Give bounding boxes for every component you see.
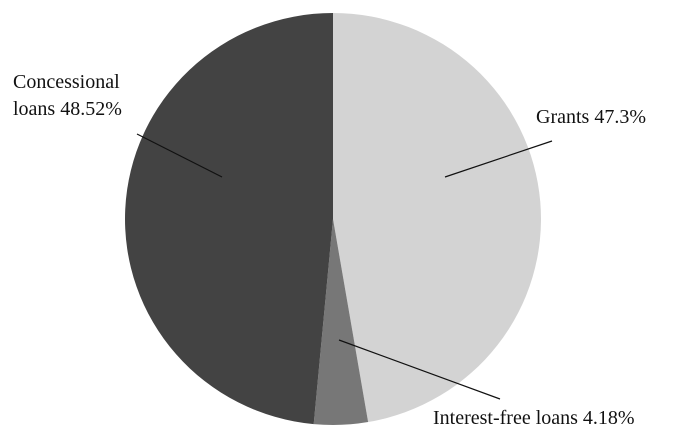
label-concessional-loans: Concessional loans 48.52% bbox=[13, 71, 125, 120]
slice-interest-free-loans bbox=[313, 219, 369, 425]
leader-interest-free-loans bbox=[338, 339, 501, 400]
label-concessional-loans-line-1: Concessional bbox=[13, 71, 120, 93]
leader-lines bbox=[136, 133, 553, 400]
label-interest-free-loans: Interest-free loans 4.18% bbox=[433, 407, 635, 429]
slice-grants bbox=[333, 13, 541, 423]
leader-grants bbox=[444, 140, 553, 178]
label-concessional-loans-line-2: loans 48.52% bbox=[13, 98, 122, 120]
label-grants: Grants 47.3% bbox=[536, 106, 646, 128]
pie-slices bbox=[125, 13, 541, 425]
leader-concessional-loans bbox=[136, 133, 223, 178]
slice-concessional-loans bbox=[125, 13, 333, 425]
